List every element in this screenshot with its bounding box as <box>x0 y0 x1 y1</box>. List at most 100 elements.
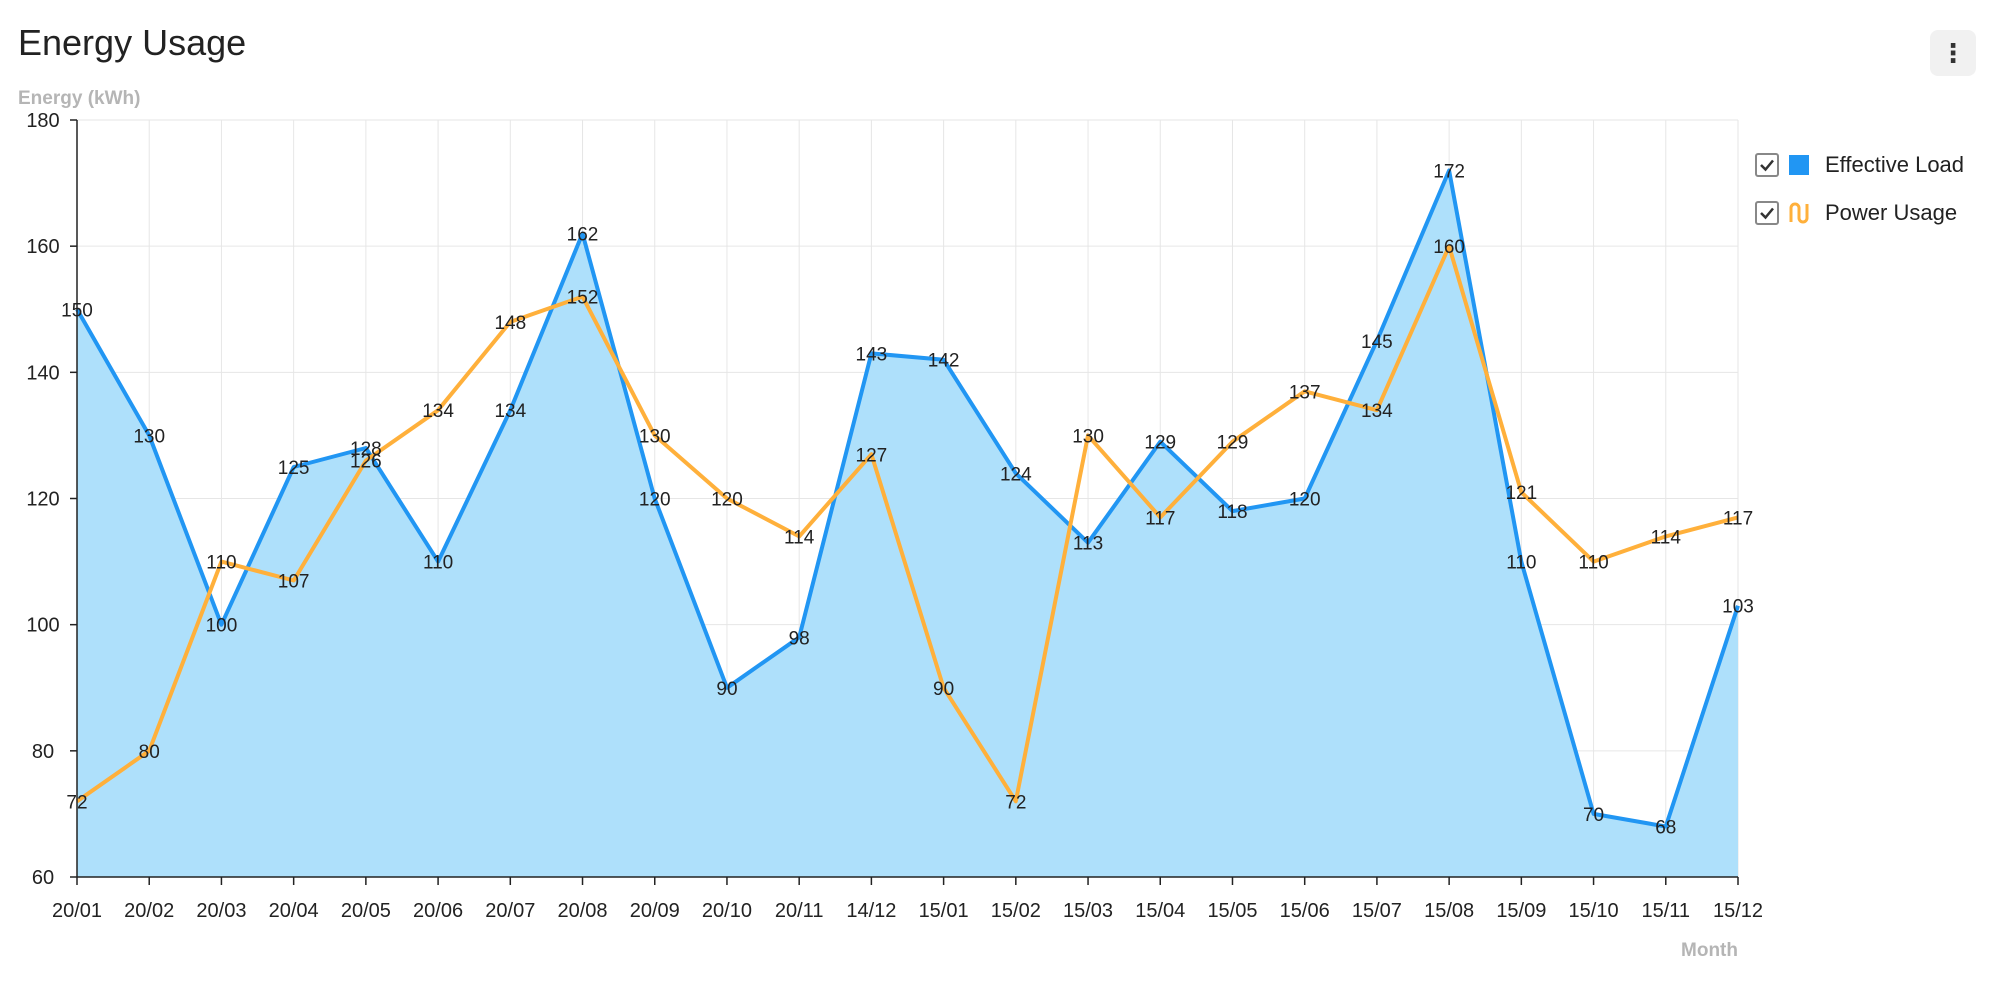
y-tick-label: 160 <box>26 236 59 258</box>
data-label: 72 <box>66 792 87 813</box>
x-tick-label: 15/08 <box>1424 900 1474 922</box>
x-tick-label: 20/10 <box>702 900 752 922</box>
data-label: 110 <box>423 553 453 574</box>
data-label: 125 <box>278 458 310 479</box>
data-label: 150 <box>61 300 93 321</box>
data-label: 130 <box>1072 426 1104 447</box>
data-label: 70 <box>1583 805 1604 826</box>
data-label: 124 <box>1000 464 1032 485</box>
data-label: 118 <box>1217 502 1247 523</box>
more-vertical-icon[interactable]: ⋮ <box>1930 30 1976 76</box>
square-swatch-icon <box>1789 155 1809 175</box>
x-axis-title: Month <box>1681 940 1738 961</box>
data-label: 143 <box>856 344 888 365</box>
data-label: 114 <box>784 527 815 548</box>
axes: 60 80 100 120 140 160 180 20/01 20/02 20/03 20/04 2… <box>26 110 1763 922</box>
data-label: 80 <box>139 742 160 763</box>
data-label: 129 <box>1144 433 1176 454</box>
data-label: 120 <box>1289 490 1321 511</box>
x-tick-label: 20/08 <box>557 900 607 922</box>
data-label: 100 <box>206 616 238 637</box>
x-tick-label: 15/04 <box>1135 900 1185 922</box>
data-label: 98 <box>789 628 810 649</box>
line-swatch-icon <box>1789 202 1809 224</box>
data-label: 137 <box>1289 382 1321 403</box>
data-label: 152 <box>567 288 599 309</box>
data-label: 127 <box>856 445 888 466</box>
data-label: 103 <box>1722 597 1754 618</box>
legend: Effective Load Power Usage <box>1755 141 1964 237</box>
x-tick-label: 20/06 <box>413 900 463 922</box>
data-label: 134 <box>422 401 454 422</box>
data-label: 142 <box>928 351 960 372</box>
data-label: 113 <box>1073 534 1103 555</box>
x-tick-label: 15/10 <box>1569 900 1619 922</box>
data-label: 130 <box>133 426 165 447</box>
data-label: 110 <box>206 553 236 574</box>
y-tick-label: 80 <box>32 741 54 763</box>
data-label: 72 <box>1005 792 1026 813</box>
x-tick-label: 14/12 <box>846 900 896 922</box>
checkbox-checked-icon[interactable] <box>1755 153 1779 177</box>
data-label: 107 <box>278 572 310 593</box>
data-label: 128 <box>350 439 382 460</box>
data-label: 110 <box>1506 553 1536 574</box>
x-tick-label: 20/03 <box>196 900 246 922</box>
legend-item-power-usage[interactable]: Power Usage <box>1755 189 1964 237</box>
y-tick-label: 60 <box>32 867 54 889</box>
x-tick-label: 15/12 <box>1713 900 1763 922</box>
y-tick-label: 100 <box>26 615 59 637</box>
data-label: 114 <box>1651 527 1682 548</box>
data-label: 148 <box>494 313 526 334</box>
data-label: 130 <box>639 426 671 447</box>
data-label: 145 <box>1361 332 1393 353</box>
chart-title: Energy Usage <box>18 22 247 63</box>
data-label: 120 <box>711 490 743 511</box>
y-tick-label: 140 <box>26 362 59 384</box>
x-tick-label: 15/02 <box>991 900 1041 922</box>
data-label: 117 <box>1723 508 1753 529</box>
x-tick-label: 20/05 <box>341 900 391 922</box>
x-tick-label: 20/04 <box>269 900 319 922</box>
data-label: 172 <box>1433 161 1465 182</box>
x-tick-label: 15/07 <box>1352 900 1402 922</box>
data-label: 120 <box>639 490 671 511</box>
x-tick-label: 15/03 <box>1063 900 1113 922</box>
x-tick-label: 20/09 <box>630 900 680 922</box>
legend-label: Power Usage <box>1825 200 1958 225</box>
x-tick-label: 20/02 <box>124 900 174 922</box>
line-layer <box>75 168 1740 829</box>
data-labels: 150 130 100 125 128 110 134 162 120 90 98 143 142 124… <box>61 161 1754 838</box>
x-tick-label: 20/11 <box>775 900 824 922</box>
legend-label: Effective Load <box>1825 152 1965 177</box>
data-label: 162 <box>567 225 599 246</box>
x-tick-label: 20/07 <box>485 900 535 922</box>
effective-load-line <box>75 168 1740 829</box>
x-tick-label: 15/01 <box>919 900 969 922</box>
x-tick-label: 20/01 <box>52 900 102 922</box>
data-label: 134 <box>494 401 526 422</box>
data-label: 160 <box>1433 237 1465 258</box>
x-tick-label: 15/11 <box>1641 900 1690 922</box>
y-tick-label: 180 <box>26 110 59 132</box>
x-tick-label: 15/09 <box>1496 900 1546 922</box>
checkbox-checked-icon[interactable] <box>1755 201 1779 225</box>
power-usage-line <box>75 244 1739 804</box>
y-tick-label: 120 <box>26 489 59 511</box>
data-label: 90 <box>716 679 737 700</box>
data-label: 68 <box>1655 818 1676 839</box>
data-label: 134 <box>1361 401 1393 422</box>
area-layer <box>77 170 1738 877</box>
data-label: 126 <box>350 452 382 473</box>
effective-load-area <box>77 170 1738 877</box>
x-tick-label: 15/06 <box>1280 900 1330 922</box>
x-tick-label: 15/05 <box>1207 900 1257 922</box>
data-label: 90 <box>933 679 954 700</box>
data-label: 110 <box>1578 553 1608 574</box>
data-label: 121 <box>1505 483 1537 504</box>
data-label: 117 <box>1145 508 1175 529</box>
legend-item-effective-load[interactable]: Effective Load <box>1755 141 1964 189</box>
data-label: 129 <box>1217 433 1249 454</box>
y-axis-title: Energy (kWh) <box>18 88 140 109</box>
